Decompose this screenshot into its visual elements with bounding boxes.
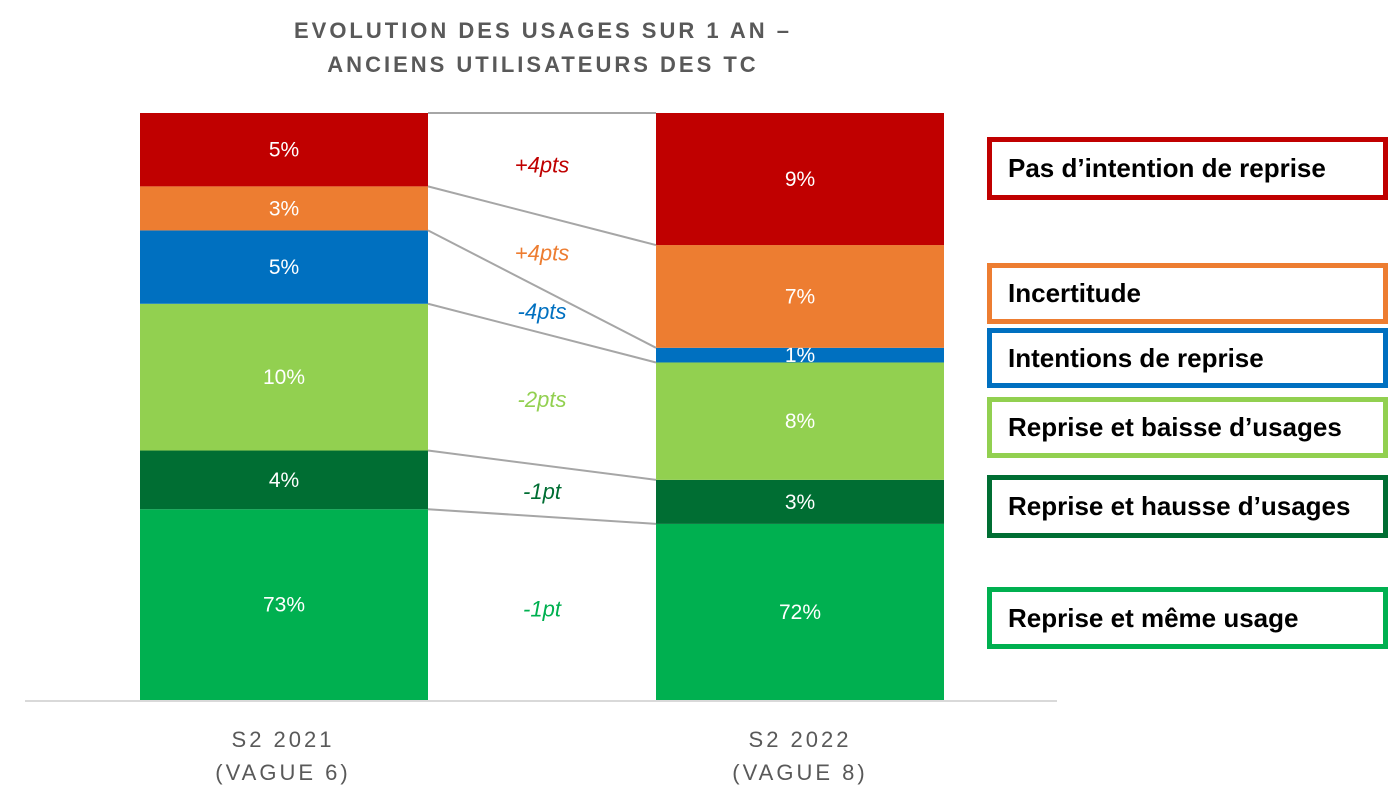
data-label: 72% <box>779 601 821 624</box>
bar-segment <box>140 230 428 304</box>
bar-segment <box>656 523 944 700</box>
delta-label: +4pts <box>515 152 569 177</box>
series-connector-line <box>427 302 657 364</box>
data-label: 9% <box>785 168 815 191</box>
legend-reprise-meme-usage: Reprise et même usage <box>987 587 1388 649</box>
category-label-s2-2021: S2 2021 <box>231 727 335 752</box>
legend-incertitude: Incertitude <box>987 263 1388 324</box>
category-sublabel-vague-8: (VAGUE 8) <box>732 760 868 785</box>
data-label: 3% <box>785 491 815 514</box>
legend-reprise-hausse-usages: Reprise et hausse d’usages <box>987 475 1388 538</box>
data-label: 8% <box>785 410 815 433</box>
bar-segment <box>656 479 944 524</box>
bar-segment <box>140 450 428 510</box>
series-connector-line <box>427 508 657 525</box>
bar-segment <box>140 303 428 451</box>
series-connector-line <box>427 449 657 481</box>
series-connector-line <box>427 185 657 247</box>
delta-label: +4pts <box>515 240 569 265</box>
legend-intentions-reprise: Intentions de reprise <box>987 328 1388 388</box>
delta-label: -4pts <box>518 299 567 324</box>
delta-label: -2pts <box>518 387 567 412</box>
category-sublabel-vague-6: (VAGUE 6) <box>215 760 351 785</box>
category-label-s2-2022: S2 2022 <box>748 727 852 752</box>
bar-segment <box>140 186 428 231</box>
data-label: 10% <box>263 366 305 389</box>
chart-title-line-1: EVOLUTION DES USAGES SUR 1 AN – <box>293 18 793 43</box>
legend-reprise-baisse-usages: Reprise et baisse d’usages <box>987 397 1388 458</box>
bar-segment <box>656 113 944 246</box>
bar-segment <box>140 113 428 187</box>
bar-segment <box>656 362 944 480</box>
data-label: 7% <box>785 285 815 308</box>
delta-label: -1pt <box>523 596 562 621</box>
bar-segment <box>656 245 944 348</box>
delta-label: -1pt <box>523 479 562 504</box>
data-label: 1% <box>785 344 815 367</box>
data-label: 73% <box>263 594 305 617</box>
data-label: 4% <box>269 469 299 492</box>
bar-segment <box>656 347 944 363</box>
bar-segment <box>140 509 428 700</box>
legend-pas-intention-reprise: Pas d’intention de reprise <box>987 137 1388 200</box>
data-label: 3% <box>269 197 299 220</box>
series-connector-line <box>427 229 657 349</box>
chart-title-line-2: ANCIENS UTILISATEURS DES TC <box>327 52 759 77</box>
data-label: 5% <box>269 256 299 279</box>
data-label: 5% <box>269 139 299 162</box>
